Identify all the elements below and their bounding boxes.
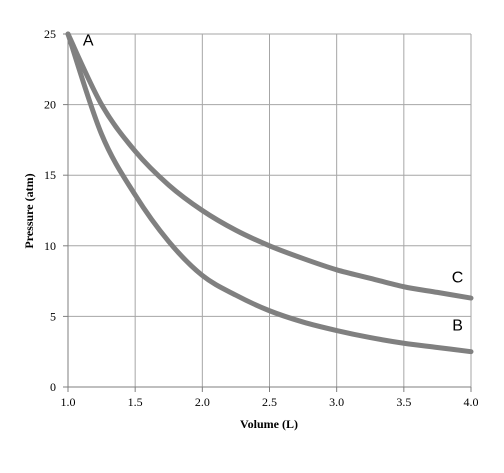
y-tick-label: 5: [50, 309, 56, 323]
x-tick-label: 3.5: [396, 395, 411, 409]
y-tick-label: 10: [44, 239, 56, 253]
x-tick-label: 3.0: [329, 395, 344, 409]
y-tick-label: 20: [44, 98, 56, 112]
x-axis-title: Volume (L): [240, 417, 298, 431]
grid: [67, 33, 472, 388]
axes: [63, 33, 472, 392]
curve-label-b: B: [452, 318, 463, 335]
series-lines: [65, 31, 474, 355]
x-tick-label: 2.0: [195, 395, 210, 409]
series-line-c: [65, 31, 474, 301]
curve-label-a: A: [83, 32, 94, 49]
series-line-b: [65, 31, 474, 355]
x-tick-label: 2.5: [262, 395, 277, 409]
y-tick-label: 15: [44, 168, 56, 182]
x-tick-label: 4.0: [464, 395, 479, 409]
x-tick-label: 1.0: [61, 395, 76, 409]
y-tick-label: 0: [50, 380, 56, 394]
x-tick-label: 1.5: [128, 395, 143, 409]
tick-labels: 1.0 1.5 2.0 2.5 3.0 3.5 4.0 0 5 10 15 20 25: [44, 27, 479, 409]
curve-annotations: A C B: [83, 32, 464, 334]
y-tick-label: 25: [44, 27, 56, 41]
y-axis-title: Pressure (atm): [22, 173, 36, 248]
curve-label-c: C: [452, 270, 464, 287]
